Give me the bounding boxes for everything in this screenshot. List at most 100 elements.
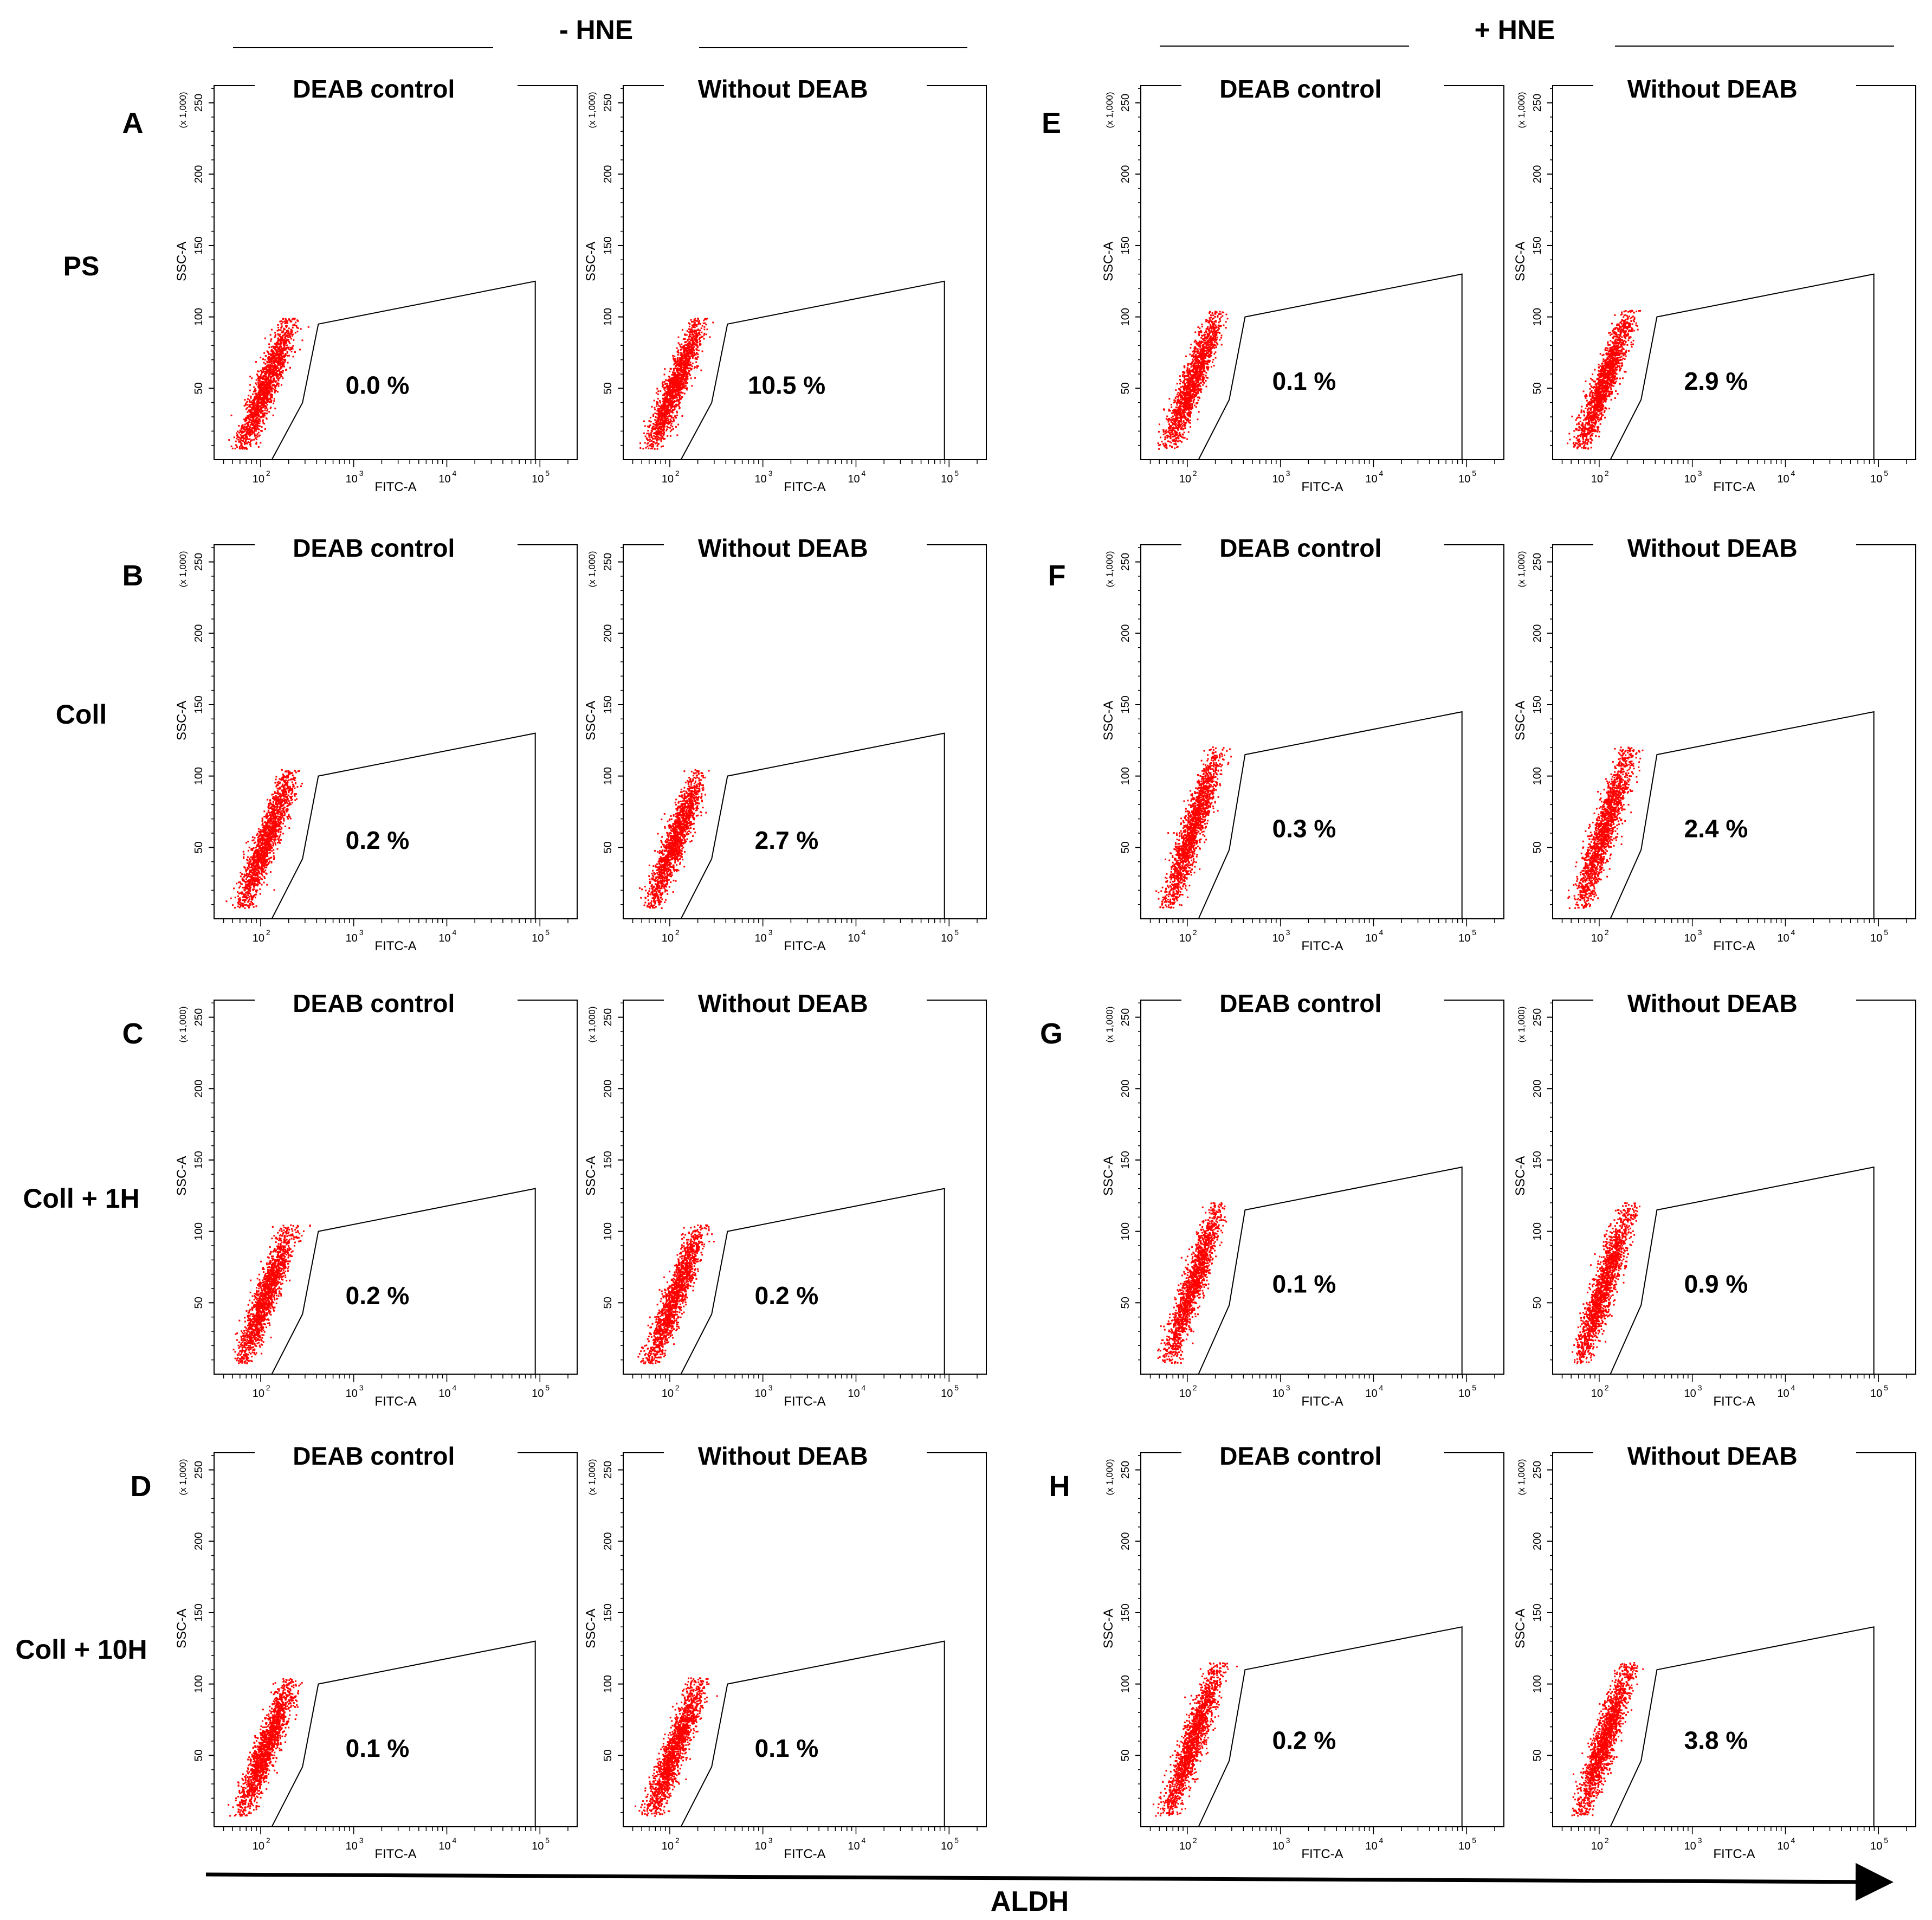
- x-tick-label: 10: [1591, 1840, 1603, 1852]
- y-tick-label: 50: [193, 1749, 205, 1761]
- x-axis-label: FITC-A: [1301, 480, 1343, 494]
- y-axis-label: SSC-A: [584, 242, 598, 281]
- x-tick-label: 10: [662, 473, 674, 485]
- panel-letter-f: F: [1048, 559, 1066, 592]
- panel-frame: [1553, 545, 1916, 919]
- y-tick-label: 100: [1120, 1675, 1132, 1693]
- gate-percent-label: 0.1 %: [1272, 1270, 1336, 1298]
- y-tick-label: 200: [1532, 1080, 1543, 1098]
- x-axis-label: FITC-A: [1713, 1394, 1755, 1409]
- x-tick-label: 10: [755, 1388, 767, 1400]
- x-tick-exponent: 2: [1193, 1836, 1197, 1845]
- y-tick-label: 50: [602, 1749, 614, 1761]
- x-tick-label: 10: [1272, 932, 1284, 944]
- y-tick-label: 250: [193, 553, 205, 571]
- aldh-arrow: [206, 1874, 1886, 1882]
- gate-percent-label: 0.3 %: [1272, 814, 1336, 842]
- panel-frame: [214, 1453, 577, 1827]
- gate-percent-label: 0.2 %: [755, 1281, 819, 1310]
- x-tick-exponent: 3: [359, 928, 364, 937]
- x-tick-exponent: 5: [545, 928, 550, 937]
- x-tick-label: 10: [848, 932, 860, 944]
- y-axis-label: SSC-A: [175, 1609, 189, 1648]
- event-dots: [233, 1225, 311, 1364]
- x-tick-exponent: 4: [1379, 1383, 1383, 1392]
- x-tick-label: 10: [1179, 1840, 1191, 1852]
- y-axis-label: SSC-A: [1513, 701, 1528, 740]
- event-dots: [637, 1225, 714, 1364]
- aldh-gate: [681, 281, 945, 460]
- x-tick-label: 10: [1458, 1840, 1470, 1852]
- x-tick-label: 10: [346, 1840, 358, 1852]
- panel-frame: [1141, 1000, 1504, 1374]
- y-tick-label: 50: [602, 382, 614, 394]
- panel-title: DEAB control: [1219, 1442, 1381, 1470]
- x-tick-label: 10: [1458, 932, 1470, 944]
- x-tick-label: 10: [1179, 932, 1191, 944]
- x-tick-exponent: 5: [545, 469, 550, 478]
- y-tick-label: 100: [1532, 767, 1543, 785]
- panel-frame: [1141, 545, 1504, 919]
- event-dots: [1567, 310, 1641, 450]
- y-tick-label: 150: [1532, 1603, 1543, 1621]
- y-tick-label: 200: [193, 624, 205, 642]
- y-tick-label: 150: [602, 695, 614, 713]
- y-tick-label: 250: [602, 553, 614, 571]
- x-tick-label: 10: [662, 1840, 674, 1852]
- y-axis-label: SSC-A: [584, 1609, 598, 1648]
- x-tick-exponent: 3: [1698, 1836, 1702, 1845]
- y-tick-label: 200: [1120, 624, 1132, 642]
- panel-title: Without DEAB: [698, 534, 868, 562]
- x-tick-exponent: 4: [452, 928, 456, 937]
- panel-letter-b: B: [122, 559, 144, 592]
- x-tick-exponent: 4: [1791, 1383, 1795, 1392]
- x-tick-label: 10: [848, 1388, 860, 1400]
- y-axis-label: SSC-A: [1513, 1156, 1528, 1196]
- x-tick-exponent: 2: [675, 1836, 680, 1845]
- x-tick-label: 10: [1684, 1388, 1696, 1400]
- y-tick-label: 100: [1532, 308, 1543, 326]
- panel-title: DEAB control: [293, 989, 455, 1017]
- x-tick-exponent: 4: [1379, 928, 1383, 937]
- x-tick-exponent: 2: [1605, 469, 1609, 478]
- x-tick-exponent: 3: [1286, 928, 1290, 937]
- panel-frame: [1553, 86, 1916, 460]
- x-tick-exponent: 4: [861, 469, 865, 478]
- panel-frame: [1141, 1453, 1504, 1827]
- y-tick-label: 250: [193, 1461, 205, 1479]
- gate-percent-label: 10.5 %: [748, 371, 825, 399]
- x-tick-label: 10: [346, 1388, 358, 1400]
- x-tick-label: 10: [1365, 1840, 1377, 1852]
- y-tick-label: 50: [193, 382, 205, 394]
- y-tick-label: 200: [193, 1532, 205, 1550]
- y-axis-multiplier: (x 1,000): [587, 551, 597, 587]
- x-tick-exponent: 3: [359, 1836, 364, 1845]
- x-tick-label: 10: [438, 1840, 450, 1852]
- gate-percent-label: 2.4 %: [1684, 814, 1748, 842]
- y-tick-label: 50: [193, 841, 205, 853]
- y-tick-label: 250: [1120, 553, 1132, 571]
- y-tick-label: 100: [602, 767, 614, 785]
- x-tick-exponent: 4: [861, 1383, 865, 1392]
- y-tick-label: 150: [1120, 1151, 1132, 1169]
- gate-percent-label: 2.7 %: [755, 826, 819, 854]
- x-axis-label: FITC-A: [374, 1847, 416, 1861]
- gate-percent-label: 0.0 %: [346, 371, 410, 399]
- x-tick-exponent: 2: [266, 1836, 270, 1845]
- gate-percent-label: 0.2 %: [346, 1281, 410, 1310]
- x-tick-exponent: 3: [1286, 1383, 1290, 1392]
- x-axis-label: FITC-A: [1713, 1847, 1755, 1861]
- y-tick-label: 150: [602, 1151, 614, 1169]
- x-tick-label: 10: [438, 1388, 450, 1400]
- row-label-ps: PS: [63, 251, 100, 281]
